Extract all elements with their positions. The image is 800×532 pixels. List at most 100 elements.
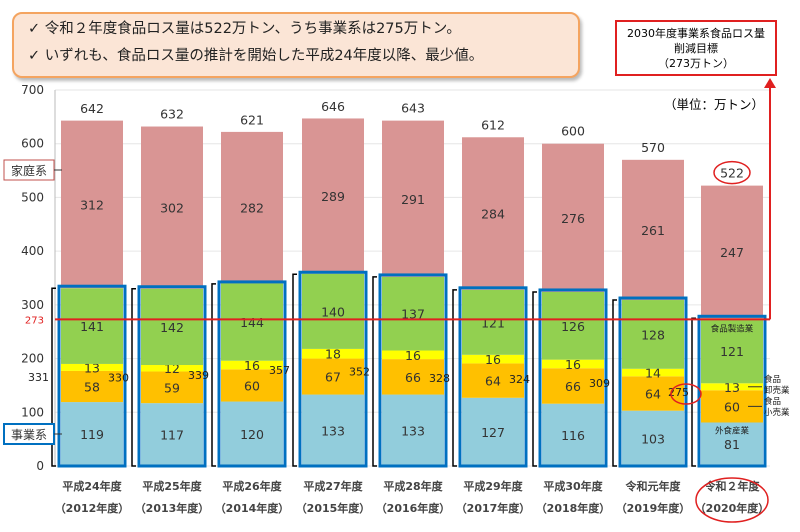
business-total-label: 339	[188, 369, 209, 382]
bar-segment-household	[542, 143, 604, 292]
bar-segment-manufacturing	[221, 283, 283, 361]
data-label-household: 247	[720, 245, 744, 260]
business-outline	[57, 284, 127, 468]
bar-segment-manufacturing	[61, 288, 123, 364]
bar-segment-household	[622, 159, 684, 301]
bar-segment-manufacturing	[302, 273, 364, 349]
summary-callout: ✓ 令和２年度食品ロス量は522万トン、うち事業系は275万トン。 ✓ いずれも…	[12, 12, 580, 78]
total-label: 621	[240, 112, 264, 127]
bar-segment-household	[61, 120, 123, 289]
data-label-restaurant: 133	[401, 423, 425, 438]
x-tick-label: 平成26年度	[222, 479, 282, 493]
bar-segment-wholesale	[462, 354, 524, 364]
restaurant-label: 外食産業	[715, 425, 750, 436]
x-tick-label: 平成27年度	[303, 479, 363, 493]
bar-segment-restaurant	[221, 401, 283, 466]
business-outline	[618, 296, 688, 468]
data-label-retail: 66	[405, 370, 421, 385]
business-label: 事業系	[11, 428, 47, 442]
data-label-retail: 60	[724, 399, 740, 414]
business-bracket	[691, 317, 696, 467]
bar-segment-manufacturing	[462, 289, 524, 355]
total-label: 642	[80, 101, 104, 116]
data-label-manufacturing: 141	[80, 319, 104, 334]
data-label-manufacturing: 137	[401, 307, 425, 322]
callout-line-1: ✓ 令和２年度食品ロス量は522万トン、うち事業系は275万トン。	[28, 21, 461, 37]
business-outline	[458, 286, 528, 468]
bar-segment-household	[221, 131, 283, 284]
bar-segment-restaurant	[542, 403, 604, 466]
data-label-restaurant: 81	[724, 437, 740, 452]
bar-segment-retail	[61, 370, 123, 403]
business-bracket	[452, 289, 457, 467]
x-tick-label: 平成25年度	[142, 479, 202, 493]
y-tick-label: 700	[21, 83, 44, 97]
bar-segment-household	[141, 126, 203, 289]
data-label-retail: 59	[164, 380, 180, 395]
bar-segment-wholesale	[701, 383, 763, 391]
business-outline	[137, 285, 207, 468]
data-label-restaurant: 120	[240, 427, 264, 442]
wholesale-label: 食品卸売業	[764, 374, 790, 396]
total-label: 643	[401, 101, 425, 116]
bar-segment-restaurant	[701, 422, 763, 466]
bar-segment-retail	[622, 376, 684, 411]
data-label-wholesale: 16	[485, 352, 501, 367]
business-outline	[217, 280, 287, 468]
data-label-retail: 64	[485, 374, 501, 389]
x-tick-sublabel: （2013年度）	[135, 501, 210, 515]
data-label-manufacturing: 121	[720, 344, 744, 359]
bar-segment-household	[302, 118, 364, 274]
x-tick-label: 平成29年度	[463, 479, 523, 493]
business-outline	[378, 273, 448, 468]
bar-segment-retail	[141, 371, 203, 404]
business-bracket	[131, 287, 136, 467]
data-label-manufacturing: 140	[321, 304, 345, 319]
data-label-manufacturing: 142	[160, 320, 184, 335]
bar-segment-retail	[462, 363, 524, 398]
data-label-restaurant: 116	[561, 428, 585, 443]
total-label: 632	[160, 107, 184, 122]
business-total-label: 309	[589, 377, 610, 390]
business-bracket	[51, 287, 56, 467]
bar-segment-retail	[221, 369, 283, 402]
business-bracket	[372, 276, 377, 467]
data-label-household: 276	[561, 211, 585, 226]
target-line-3: （273万トン）	[658, 57, 734, 70]
x-tick-label: 令和２年度	[704, 479, 761, 493]
data-label-retail: 58	[84, 380, 100, 395]
data-label-household: 302	[160, 201, 184, 216]
data-label-wholesale: 16	[244, 358, 260, 373]
x-tick-label: 平成30年度	[543, 479, 603, 493]
data-label-household: 261	[641, 223, 665, 238]
data-label-retail: 66	[565, 379, 581, 394]
business-total-label: 331	[28, 371, 49, 384]
bar-segment-manufacturing	[542, 291, 604, 360]
bar-segment-household	[462, 137, 524, 290]
business-total-label: 324	[509, 373, 530, 386]
data-label-wholesale: 16	[405, 348, 421, 363]
data-label-wholesale: 16	[565, 357, 581, 372]
target-box: 2030年度事業系食品ロス量 削減目標 （273万トン）	[615, 20, 777, 76]
data-label-restaurant: 119	[80, 427, 104, 442]
highlight-522	[713, 160, 751, 185]
y-tick-label: 0	[36, 459, 44, 473]
data-label-restaurant: 127	[481, 425, 505, 440]
x-tick-sublabel: （2019年度）	[616, 501, 691, 515]
x-tick-sublabel: （2016年度）	[376, 501, 451, 515]
data-label-wholesale: 14	[645, 366, 661, 381]
bar-segment-wholesale	[302, 348, 364, 359]
business-bracket	[292, 273, 297, 467]
y-tick-label: 300	[21, 298, 44, 312]
bar-segment-restaurant	[61, 402, 123, 466]
bar-segment-restaurant	[141, 403, 203, 466]
y-tick-label: 200	[21, 352, 44, 366]
business-total-label: 352	[349, 365, 370, 378]
bar-segment-restaurant	[382, 394, 444, 466]
bar-segment-retail	[382, 359, 444, 395]
target-line-label: 273	[25, 315, 44, 326]
data-label-wholesale: 13	[724, 380, 740, 395]
target-line-2: 削減目標	[674, 42, 718, 55]
data-label-wholesale: 13	[84, 360, 100, 375]
